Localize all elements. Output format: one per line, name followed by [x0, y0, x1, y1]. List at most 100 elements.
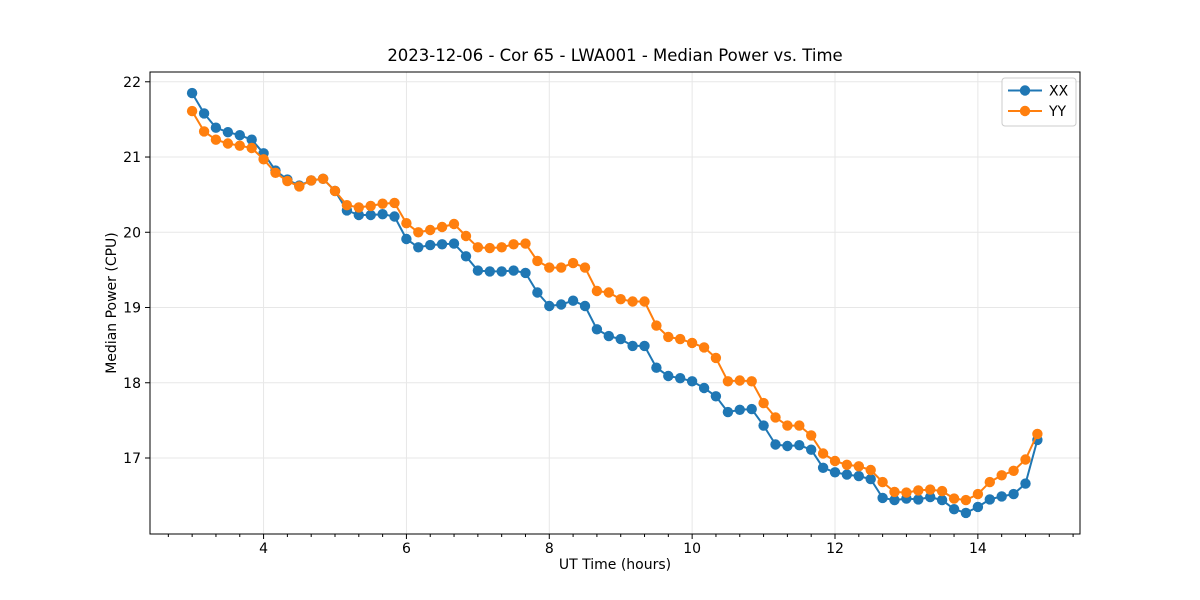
data-point-yy: [365, 200, 376, 212]
y-tick-label: 18: [123, 376, 141, 392]
data-point-yy: [1020, 454, 1031, 465]
data-point-yy: [841, 459, 853, 470]
data-point-yy: [341, 200, 353, 211]
data-point-xx: [746, 403, 757, 415]
data-point-xx: [865, 473, 876, 485]
data-point-xx: [484, 266, 495, 277]
data-point-xx: [710, 391, 722, 402]
data-point-xx: [496, 266, 507, 277]
data-point-xx: [567, 295, 579, 306]
data-point-yy: [770, 412, 781, 423]
data-point-xx: [960, 507, 972, 519]
data-point-yy: [222, 138, 234, 149]
data-point-xx: [1008, 488, 1019, 500]
data-point-xx: [210, 122, 222, 133]
data-point-yy: [532, 255, 543, 267]
data-point-xx: [770, 439, 781, 450]
data-point-xx: [401, 233, 412, 245]
data-point-xx: [591, 324, 603, 335]
data-point-yy: [746, 376, 757, 387]
data-point-yy: [234, 140, 245, 151]
data-point-yy: [389, 197, 400, 209]
data-point-xx: [425, 239, 436, 251]
data-point-xx: [877, 492, 888, 504]
legend-label-yy: YY: [1048, 104, 1067, 120]
data-point-yy: [484, 242, 495, 254]
data-point-yy: [663, 331, 674, 343]
data-point-yy: [377, 198, 388, 209]
data-point-xx: [377, 209, 388, 220]
data-point-yy: [865, 464, 876, 476]
data-point-xx: [639, 340, 650, 352]
data-point-yy: [294, 181, 305, 192]
data-point-xx: [698, 382, 710, 394]
data-point-yy: [186, 105, 198, 117]
data-point-xx: [413, 242, 424, 253]
data-point-xx: [913, 494, 924, 505]
data-point-yy: [877, 476, 888, 488]
data-point-yy: [936, 485, 948, 497]
legend-label-xx: XX: [1049, 84, 1069, 100]
data-point-xx: [520, 267, 531, 279]
data-point-yy: [353, 202, 364, 213]
data-point-yy: [425, 224, 436, 236]
data-point-xx: [532, 287, 543, 298]
data-point-xx: [448, 238, 460, 249]
data-point-yy: [496, 242, 507, 253]
y-tick-label: 20: [123, 225, 141, 241]
data-point-xx: [663, 370, 674, 382]
data-point-xx: [925, 491, 936, 503]
data-point-yy: [329, 185, 341, 197]
data-point-yy: [686, 337, 698, 349]
y-tick-label: 22: [123, 75, 141, 91]
data-point-xx: [556, 299, 567, 310]
data-point-yy: [794, 420, 805, 431]
data-point-xx: [675, 373, 686, 384]
data-point-yy: [282, 175, 293, 187]
data-point-xx: [198, 108, 210, 119]
data-point-xx: [758, 420, 769, 431]
data-point-yy: [913, 485, 924, 496]
data-point-yy: [306, 175, 317, 186]
data-point-yy: [710, 352, 722, 364]
data-point-yy: [317, 173, 329, 184]
x-tick-label: 14: [969, 541, 987, 557]
data-point-xx: [222, 127, 234, 138]
y-tick-label: 21: [123, 150, 141, 166]
data-point-xx: [806, 444, 817, 455]
data-point-yy: [520, 238, 531, 249]
y-axis-label: Median Power (CPU): [104, 232, 120, 374]
data-point-yy: [448, 218, 460, 230]
data-point-xx: [889, 494, 900, 506]
data-point-yy: [472, 242, 484, 253]
data-point-xx: [829, 467, 841, 478]
data-point-xx: [686, 376, 698, 387]
data-point-yy: [675, 333, 686, 345]
data-point-xx: [603, 330, 614, 342]
data-point-xx: [579, 300, 591, 312]
data-point-yy: [544, 262, 555, 273]
data-point-yy: [806, 430, 817, 441]
data-point-xx: [972, 501, 984, 513]
legend-swatch-marker-yy: [1019, 105, 1031, 117]
series-line-yy: [191, 110, 1039, 502]
data-point-xx: [782, 440, 793, 452]
data-point-yy: [270, 167, 281, 178]
x-tick-label: 6: [402, 541, 411, 557]
data-point-xx: [817, 462, 829, 473]
data-point-xx: [508, 265, 519, 276]
data-point-yy: [401, 218, 412, 229]
data-point-yy: [651, 320, 662, 331]
data-point-yy: [782, 420, 793, 431]
data-point-yy: [817, 448, 829, 459]
data-point-xx: [246, 134, 257, 145]
data-point-yy: [627, 296, 638, 307]
data-point-xx: [472, 265, 484, 276]
data-point-xx: [651, 362, 662, 373]
data-point-xx: [936, 494, 948, 506]
data-point-xx: [353, 209, 364, 221]
data-point-xx: [722, 406, 734, 418]
data-point-xx: [841, 469, 853, 480]
data-point-yy: [722, 376, 734, 387]
data-point-xx: [365, 209, 376, 221]
